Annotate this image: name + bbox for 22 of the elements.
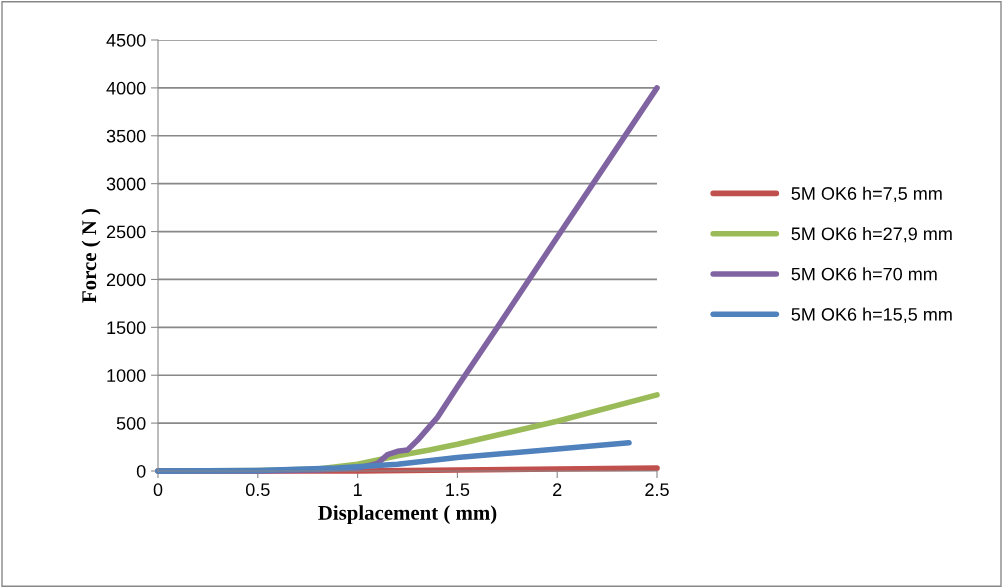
y-tick-label: 1500: [107, 321, 146, 335]
y-tick-label: 0: [136, 464, 146, 478]
y-tick-label: 4000: [106, 81, 146, 95]
x-tick-label: 2.5: [645, 483, 669, 497]
x-tick-label: 1: [353, 483, 362, 496]
y-tick-label: 1000: [107, 369, 146, 382]
y-tick-label: 2500: [106, 225, 146, 239]
y-tick-label: 2000: [106, 273, 146, 287]
y-tick-label: 4500: [106, 33, 146, 47]
x-tick-label: 0: [153, 483, 163, 497]
y-tick-label: 3000: [106, 177, 146, 191]
x-axis-title: Displacement ( mm): [318, 505, 497, 525]
x-tick-label: 2: [553, 483, 562, 496]
y-axis-title: Force ( N ): [81, 208, 101, 303]
y-tick-label: 500: [116, 417, 146, 430]
y-tick-label: 3500: [106, 129, 146, 143]
legend-label: 5M OK6 h=27,9 mm: [791, 226, 952, 243]
legend-label: 5M OK6 h=70 mm: [791, 267, 937, 281]
x-tick-label: 1.5: [446, 483, 470, 497]
legend-label: 5M OK6 h=15,5 mm: [791, 307, 952, 323]
legend-label: 5M OK6 h=7,5 mm: [791, 186, 942, 203]
x-tick-label: 0.5: [245, 483, 270, 497]
